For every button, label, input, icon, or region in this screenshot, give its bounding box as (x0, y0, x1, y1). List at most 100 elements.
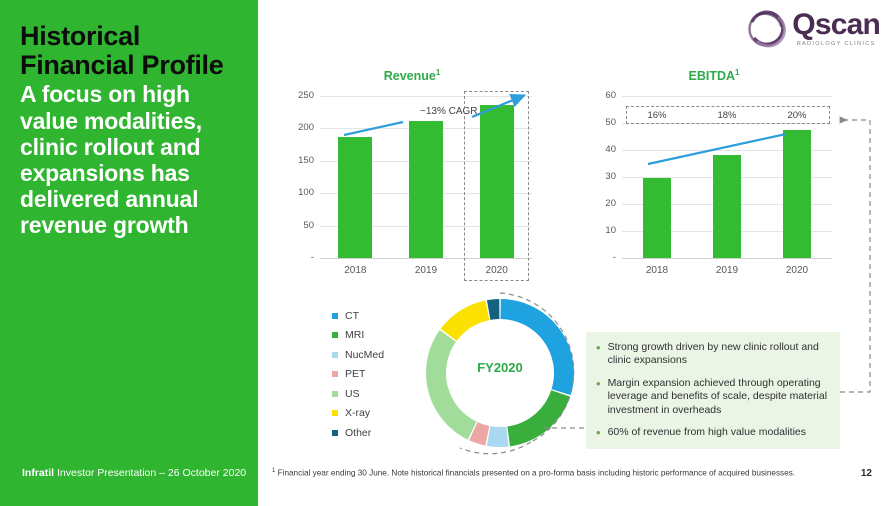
donut-slice-other[interactable] (486, 299, 500, 320)
donut-slice-nucmed[interactable] (486, 426, 509, 447)
y-axis-tick: - (612, 252, 616, 263)
x-axis-label-2018: 2018 (344, 265, 367, 276)
x-axis-label-2020: 2020 (485, 265, 508, 276)
legend-swatch-ct (332, 312, 338, 319)
legend-swatch-nucmed (332, 351, 338, 358)
y-axis-tick: 250 (298, 90, 314, 101)
legend-swatch-us (332, 390, 338, 397)
gridline (622, 96, 832, 97)
donut-slice-pet[interactable] (469, 422, 490, 446)
y-axis-tick: 40 (605, 144, 616, 155)
bar-2019 (409, 120, 443, 258)
revenue-chart: Revenue1 250 200 150 100 50 - 2018 2019 2020 ~13%… (292, 68, 532, 281)
ebitda-margin-2020: 20% (787, 110, 807, 121)
bullet-text: Strong growth driven by new clinic rollo… (607, 341, 819, 367)
donut-slice-ct[interactable] (500, 299, 574, 396)
legend-item-mri[interactable]: MRI (332, 326, 412, 346)
legend-label-ct: CT (345, 309, 359, 322)
revenue-2020-highlight-box (464, 91, 529, 281)
footnote: 1 Financial year ending 30 June. Note hi… (272, 468, 795, 478)
y-axis-tick: 60 (605, 90, 616, 101)
qscan-logo-text: Qscan RADIOLOGY CLINICS (792, 8, 881, 48)
qscan-logo: Qscan RADIOLOGY CLINICS (745, 8, 881, 50)
page-number: 12 (860, 468, 872, 479)
donut-slice-mri[interactable] (507, 390, 571, 447)
bullet-dot-icon: • (596, 425, 601, 441)
legend-item-us[interactable]: US (332, 384, 412, 404)
title-block: Historical Financial Profile A focus on … (20, 21, 248, 239)
x-axis-label-2019: 2019 (715, 265, 739, 276)
legend-label-us: US (345, 387, 360, 400)
bullet-dot-icon: • (596, 375, 601, 391)
legend-swatch-xray (332, 410, 338, 417)
y-axis-tick: 100 (298, 187, 314, 199)
legend-label-nucmed: NucMed (345, 348, 385, 361)
left-title-panel: Historical Financial Profile A focus on … (0, 0, 258, 506)
x-axis-label-2018: 2018 (645, 265, 669, 276)
ebitda-margin-2019: 18% (717, 110, 737, 121)
y-axis-tick: 20 (605, 198, 616, 209)
gridline (320, 96, 532, 97)
y-axis-tick: 200 (298, 122, 314, 134)
cagr-annotation: ~13% CAGR (420, 106, 478, 117)
bar-2018 (338, 137, 373, 258)
ebitda-title-superscript: 1 (735, 68, 740, 77)
ebitda-chart: EBITDA1 60 50 40 30 20 10 - 2018 2019 2020 16% 18% 2… (596, 68, 832, 278)
bar-2020 (479, 105, 514, 258)
ebitda-chart-title: EBITDA1 (596, 68, 832, 83)
footer-brand: Infratil (22, 467, 55, 479)
y-axis-tick: 50 (605, 117, 616, 128)
y-axis-tick: - (310, 252, 314, 263)
legend-label-pet: PET (345, 368, 366, 381)
revenue-title-superscript: 1 (435, 68, 441, 77)
footnote-text: Financial year ending 30 June. Note hist… (275, 469, 796, 478)
legend-swatch-mri (332, 332, 338, 339)
revenue-plot-area: 250 200 150 100 50 - 2018 2019 2020 ~13% CAGR (298, 91, 532, 281)
modality-legend: CT MRI NucMed PET US X-ray Other (332, 306, 412, 443)
bullet-item: • Strong growth driven by new clinic rol… (596, 341, 828, 368)
legend-label-mri: MRI (345, 329, 365, 342)
legend-item-ct[interactable]: CT (332, 306, 412, 326)
bar-2018 (643, 178, 671, 258)
legend-item-xray[interactable]: X-ray (332, 404, 412, 424)
ebitda-margin-2018: 16% (647, 110, 667, 121)
footer-text: Investor Presentation – 26 October 2020 (54, 467, 247, 479)
bullet-text: Margin expansion achieved through operat… (607, 376, 828, 416)
qscan-tagline: RADIOLOGY CLINICS (796, 41, 876, 48)
legend-swatch-other (332, 429, 338, 436)
qscan-wordmark: Qscan (792, 8, 881, 42)
legend-item-pet[interactable]: PET (332, 365, 412, 385)
revenue-chart-title: Revenue1 (292, 68, 532, 83)
bullet-item: • Margin expansion achieved through oper… (596, 377, 828, 417)
donut-slice-us[interactable] (426, 330, 477, 440)
page-subtitle: A focus on high value modalities, clinic… (20, 81, 202, 239)
legend-item-nucmed[interactable]: NucMed (332, 345, 412, 365)
footer-left: Infratil Investor Presentation – 26 Octo… (22, 467, 246, 479)
bullet-text: 60% of revenue from high value modalitie… (607, 426, 807, 439)
y-axis-tick: 150 (298, 154, 314, 166)
donut-slice-x-ray[interactable] (440, 300, 490, 341)
ebitda-margin-box (626, 106, 830, 124)
legend-item-other[interactable]: Other (332, 423, 412, 443)
revenue-title-text: Revenue (383, 69, 436, 84)
bar-2019 (713, 154, 741, 258)
legend-swatch-pet (332, 371, 338, 378)
bullet-item: • 60% of revenue from high value modalit… (596, 426, 828, 439)
modality-donut-chart: FY2020 (424, 297, 576, 449)
page-title: Historical Financial Profile (20, 21, 224, 81)
y-axis-tick: 50 (303, 219, 314, 231)
x-axis-label-2019: 2019 (414, 265, 438, 276)
legend-label-xray: X-ray (345, 407, 371, 420)
axis-baseline (622, 258, 832, 259)
ebitda-plot-area: 60 50 40 30 20 10 - 2018 2019 2020 16% 18% 20% (605, 91, 832, 276)
commentary-box: • Strong growth driven by new clinic rol… (586, 332, 840, 449)
ebitda-title-text: EBITDA (688, 69, 736, 84)
axis-baseline (320, 258, 532, 259)
commentary-to-margin-connector (839, 116, 871, 393)
y-axis-tick: 10 (605, 225, 616, 236)
bar-2020 (783, 129, 811, 258)
legend-label-other: Other (345, 426, 372, 439)
y-axis-tick: 30 (605, 171, 616, 182)
x-axis-label-2020: 2020 (785, 265, 809, 276)
footnote-marker: 1 (272, 468, 276, 475)
